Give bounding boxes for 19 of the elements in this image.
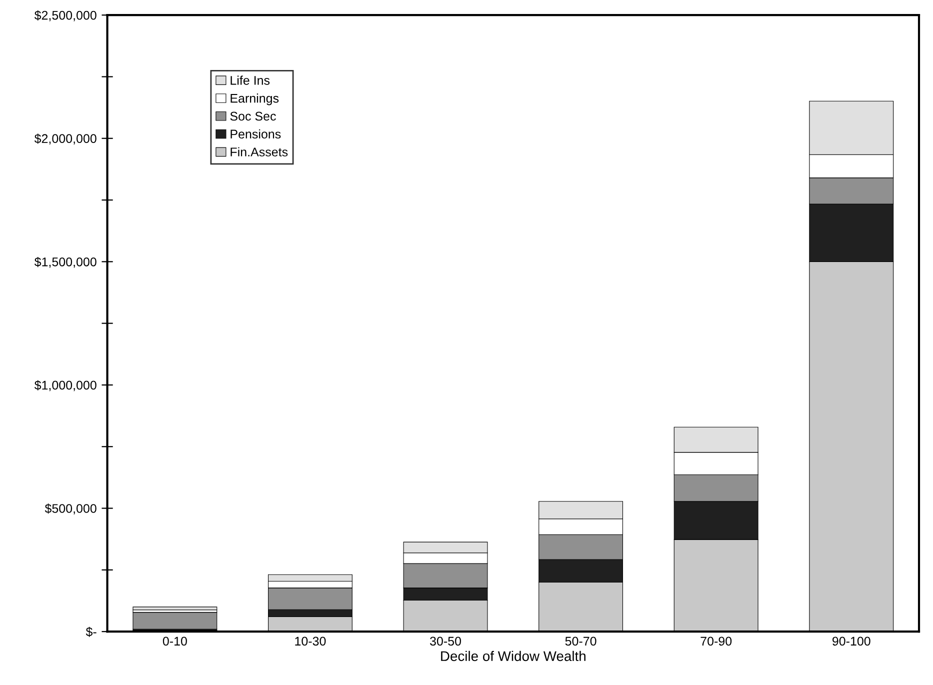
x-tick-label: 90-100 xyxy=(832,636,870,646)
y-tick-label: $2,000,000 xyxy=(34,134,96,144)
y-tick-label: $- xyxy=(86,626,96,637)
y-tick-label: $2,500,000 xyxy=(34,10,96,22)
legend-label: Earnings xyxy=(230,94,279,106)
x-tick-label: 50-70 xyxy=(565,636,596,646)
bar xyxy=(132,606,218,610)
x-tick-label: 30-50 xyxy=(430,636,462,646)
legend-label: Fin.Assets xyxy=(230,147,288,156)
x-tick-label: 70-90 xyxy=(700,636,732,646)
y-tick-label: $1,500,000 xyxy=(34,256,96,268)
y-tick-label: $1,000,000 xyxy=(34,380,96,392)
legend-label: Pensions xyxy=(230,129,281,139)
legend-label: Life Ins xyxy=(230,76,270,85)
x-tick-label: 0-10 xyxy=(162,636,187,646)
legend-label: Soc Sec xyxy=(230,112,276,121)
y-tick-label: $500,000 xyxy=(44,504,96,514)
x-tick-label: 10-30 xyxy=(295,636,326,646)
x-axis-title: Decile of Widow Wealth xyxy=(441,650,586,662)
